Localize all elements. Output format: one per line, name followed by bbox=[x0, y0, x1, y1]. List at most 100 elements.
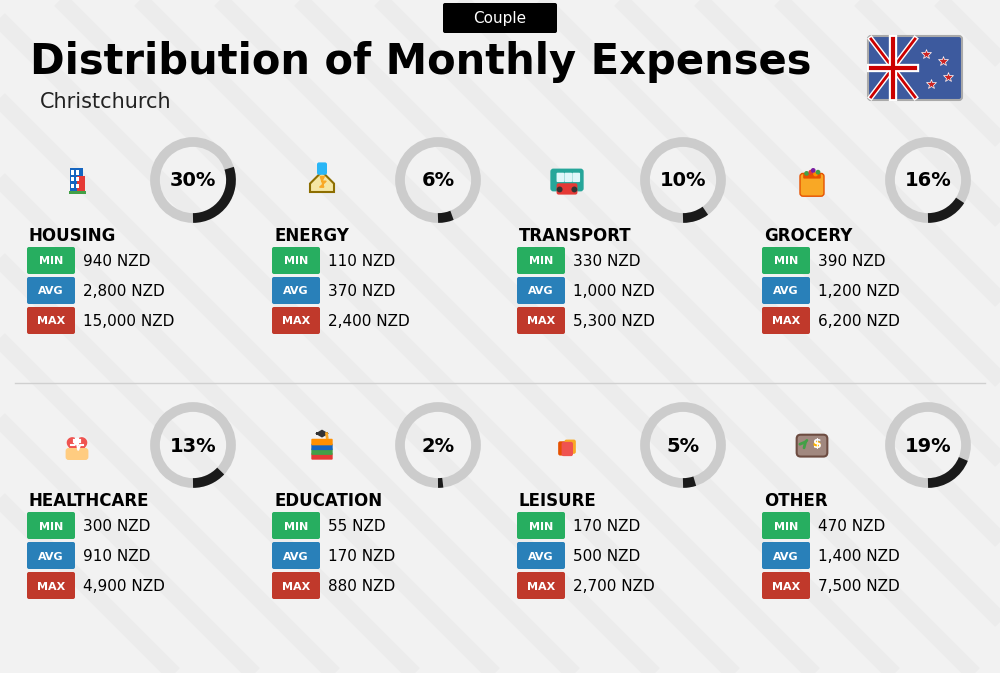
FancyBboxPatch shape bbox=[868, 36, 962, 100]
FancyBboxPatch shape bbox=[517, 512, 565, 539]
Text: MAX: MAX bbox=[772, 316, 800, 326]
Text: 6%: 6% bbox=[421, 172, 455, 190]
Text: 1,200 NZD: 1,200 NZD bbox=[818, 284, 900, 299]
FancyBboxPatch shape bbox=[564, 439, 576, 454]
Polygon shape bbox=[315, 429, 329, 437]
Text: MAX: MAX bbox=[37, 316, 65, 326]
Text: ENERGY: ENERGY bbox=[274, 227, 349, 245]
Text: MIN: MIN bbox=[39, 522, 63, 532]
Text: 110 NZD: 110 NZD bbox=[328, 254, 395, 269]
Text: 500 NZD: 500 NZD bbox=[573, 549, 640, 564]
FancyBboxPatch shape bbox=[71, 170, 74, 174]
FancyBboxPatch shape bbox=[70, 168, 83, 193]
FancyBboxPatch shape bbox=[272, 247, 320, 274]
FancyBboxPatch shape bbox=[762, 512, 810, 539]
Text: 370 NZD: 370 NZD bbox=[328, 284, 395, 299]
Text: HEALTHCARE: HEALTHCARE bbox=[29, 492, 150, 510]
Circle shape bbox=[557, 186, 563, 192]
Text: 19%: 19% bbox=[905, 437, 951, 456]
Text: EDUCATION: EDUCATION bbox=[274, 492, 382, 510]
FancyBboxPatch shape bbox=[557, 183, 577, 194]
Text: AVG: AVG bbox=[38, 551, 64, 561]
FancyBboxPatch shape bbox=[76, 177, 79, 181]
FancyBboxPatch shape bbox=[572, 173, 580, 182]
Text: MIN: MIN bbox=[774, 522, 798, 532]
FancyBboxPatch shape bbox=[517, 542, 565, 569]
Text: 6,200 NZD: 6,200 NZD bbox=[818, 314, 900, 329]
FancyBboxPatch shape bbox=[272, 277, 320, 304]
FancyBboxPatch shape bbox=[66, 448, 88, 460]
FancyBboxPatch shape bbox=[272, 512, 320, 539]
FancyBboxPatch shape bbox=[27, 277, 75, 304]
FancyBboxPatch shape bbox=[311, 439, 333, 446]
Text: 880 NZD: 880 NZD bbox=[328, 579, 395, 594]
FancyBboxPatch shape bbox=[564, 173, 572, 182]
FancyBboxPatch shape bbox=[517, 247, 565, 274]
FancyBboxPatch shape bbox=[762, 542, 810, 569]
FancyBboxPatch shape bbox=[517, 572, 565, 599]
FancyBboxPatch shape bbox=[443, 3, 557, 33]
Text: 30%: 30% bbox=[170, 172, 216, 190]
FancyBboxPatch shape bbox=[762, 277, 810, 304]
FancyBboxPatch shape bbox=[27, 512, 75, 539]
FancyBboxPatch shape bbox=[311, 453, 333, 460]
Polygon shape bbox=[67, 438, 87, 455]
Circle shape bbox=[804, 171, 809, 176]
Text: 1,000 NZD: 1,000 NZD bbox=[573, 284, 655, 299]
FancyBboxPatch shape bbox=[558, 441, 570, 456]
Text: 7,500 NZD: 7,500 NZD bbox=[818, 579, 900, 594]
FancyBboxPatch shape bbox=[27, 542, 75, 569]
Text: 2,800 NZD: 2,800 NZD bbox=[83, 284, 165, 299]
Circle shape bbox=[571, 186, 577, 192]
Text: 390 NZD: 390 NZD bbox=[818, 254, 886, 269]
Circle shape bbox=[808, 170, 813, 174]
Text: 470 NZD: 470 NZD bbox=[818, 519, 885, 534]
FancyBboxPatch shape bbox=[69, 191, 86, 194]
FancyBboxPatch shape bbox=[27, 247, 75, 274]
FancyBboxPatch shape bbox=[797, 435, 827, 456]
FancyBboxPatch shape bbox=[311, 444, 333, 450]
Circle shape bbox=[811, 168, 816, 173]
FancyBboxPatch shape bbox=[71, 177, 74, 181]
Text: 2,700 NZD: 2,700 NZD bbox=[573, 579, 655, 594]
Text: 13%: 13% bbox=[170, 437, 216, 456]
Text: 2%: 2% bbox=[421, 437, 455, 456]
Text: MAX: MAX bbox=[527, 316, 555, 326]
Text: MIN: MIN bbox=[774, 256, 798, 267]
Text: LEISURE: LEISURE bbox=[519, 492, 597, 510]
FancyBboxPatch shape bbox=[316, 433, 328, 435]
Text: MIN: MIN bbox=[529, 522, 553, 532]
Text: MIN: MIN bbox=[529, 256, 553, 267]
Text: 4,900 NZD: 4,900 NZD bbox=[83, 579, 165, 594]
FancyBboxPatch shape bbox=[71, 184, 74, 188]
FancyBboxPatch shape bbox=[800, 174, 824, 197]
Text: 300 NZD: 300 NZD bbox=[83, 519, 150, 534]
Text: MAX: MAX bbox=[37, 581, 65, 592]
Text: AVG: AVG bbox=[773, 551, 799, 561]
Text: TRANSPORT: TRANSPORT bbox=[519, 227, 632, 245]
Text: 1,400 NZD: 1,400 NZD bbox=[818, 549, 900, 564]
Text: 170 NZD: 170 NZD bbox=[573, 519, 640, 534]
Text: AVG: AVG bbox=[773, 287, 799, 297]
Text: 16%: 16% bbox=[905, 172, 951, 190]
Text: MIN: MIN bbox=[284, 256, 308, 267]
Text: 5,300 NZD: 5,300 NZD bbox=[573, 314, 655, 329]
Polygon shape bbox=[310, 172, 334, 192]
Text: Distribution of Monthly Expenses: Distribution of Monthly Expenses bbox=[30, 41, 812, 83]
Circle shape bbox=[813, 172, 818, 176]
Circle shape bbox=[814, 441, 821, 448]
Circle shape bbox=[816, 170, 820, 174]
Text: 330 NZD: 330 NZD bbox=[573, 254, 640, 269]
Text: GROCERY: GROCERY bbox=[764, 227, 852, 245]
Text: 10%: 10% bbox=[660, 172, 706, 190]
Text: MIN: MIN bbox=[39, 256, 63, 267]
FancyBboxPatch shape bbox=[550, 169, 584, 191]
FancyBboxPatch shape bbox=[762, 572, 810, 599]
Text: 170 NZD: 170 NZD bbox=[328, 549, 395, 564]
Text: AVG: AVG bbox=[283, 287, 309, 297]
Text: 910 NZD: 910 NZD bbox=[83, 549, 150, 564]
Text: OTHER: OTHER bbox=[764, 492, 828, 510]
FancyBboxPatch shape bbox=[562, 442, 573, 456]
FancyBboxPatch shape bbox=[517, 277, 565, 304]
FancyBboxPatch shape bbox=[762, 247, 810, 274]
